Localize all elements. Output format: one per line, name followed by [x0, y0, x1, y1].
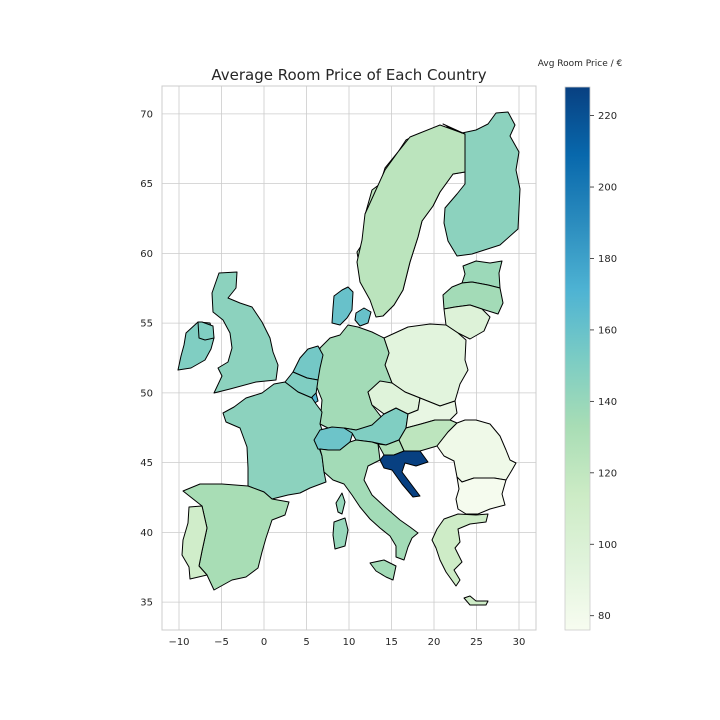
colorbar-tick-label: 140: [598, 397, 617, 408]
x-tick-label: 10: [343, 637, 356, 648]
region-france: [222, 381, 327, 500]
region-croatia: [379, 450, 429, 498]
colorbar-gradient: [564, 86, 591, 631]
colorbar-tick-label: 100: [598, 540, 617, 551]
colorbar: 80 100 120 140 160 180 200 220 Avg Room Price /…: [538, 59, 623, 631]
region-greece: [431, 513, 489, 587]
x-tick-label: −10: [168, 637, 189, 648]
region-great-britain: [211, 271, 279, 394]
y-tick-label: 70: [140, 109, 153, 120]
region-sweden: [356, 124, 466, 318]
x-tick-label: −5: [214, 637, 229, 648]
region-sicily: [369, 559, 397, 581]
colorbar-ticks: 80 100 120 140 160 180 200 220: [590, 111, 617, 622]
colorbar-tick-label: 220: [598, 111, 617, 122]
colorbar-tick-label: 160: [598, 325, 617, 336]
region-crete: [463, 595, 489, 606]
plot-area: −10 −5 0 5 10 15 20 25 30 35 40 45 50 55 60 65 70: [140, 85, 537, 648]
colorbar-tick-label: 80: [598, 611, 611, 622]
x-tick-label: 30: [513, 637, 526, 648]
colorbar-tick-label: 200: [598, 183, 617, 194]
y-axis-ticks: 35 40 45 50 55 60 65 70: [140, 109, 153, 608]
x-tick-label: 5: [303, 637, 309, 648]
chart-title: Average Room Price of Each Country: [211, 66, 486, 84]
x-tick-label: 0: [261, 637, 267, 648]
y-tick-label: 45: [140, 458, 153, 469]
y-tick-label: 60: [140, 249, 153, 260]
y-tick-label: 35: [140, 598, 153, 609]
map: [177, 111, 521, 606]
y-tick-label: 65: [140, 179, 153, 190]
colorbar-label: Avg Room Price / €: [538, 59, 623, 69]
region-bulgaria: [455, 476, 507, 515]
y-tick-label: 55: [140, 319, 153, 330]
y-tick-label: 50: [140, 388, 153, 399]
x-axis-ticks: −10 −5 0 5 10 15 20 25 30: [168, 637, 525, 648]
x-tick-label: 20: [428, 637, 441, 648]
region-corsica: [335, 492, 346, 515]
region-italy: [319, 439, 419, 561]
colorbar-tick-label: 120: [598, 468, 617, 479]
region-zealand: [354, 307, 372, 327]
x-tick-label: 25: [470, 637, 483, 648]
region-portugal: [181, 505, 208, 580]
colorbar-tick-label: 180: [598, 254, 617, 265]
region-denmark: [331, 286, 354, 326]
region-northern-ireland: [197, 321, 215, 341]
x-tick-label: 15: [385, 637, 398, 648]
region-finland: [442, 111, 521, 257]
y-tick-label: 40: [140, 528, 153, 539]
region-sardinia: [332, 517, 349, 550]
